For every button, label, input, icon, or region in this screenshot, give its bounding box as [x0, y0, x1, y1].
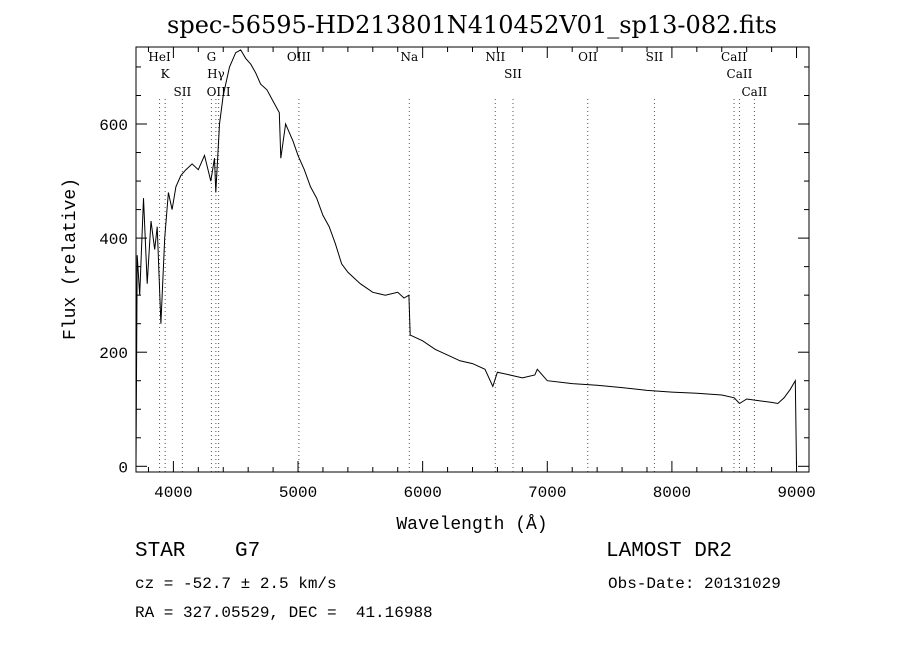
line-marker-label: Hγ: [207, 67, 225, 81]
x-tick-label: 8000: [653, 484, 691, 502]
line-marker-label: G: [207, 50, 217, 64]
y-tick-label: 400: [99, 231, 128, 249]
line-marker-label: OII: [578, 50, 598, 64]
line-marker-label: OIII: [287, 50, 311, 64]
line-marker-label: CaII: [741, 85, 767, 99]
x-tick-label: 6000: [403, 484, 441, 502]
obs-date: Obs-Date: 20131029: [608, 575, 781, 593]
chart-title: spec-56595-HD213801N410452V01_sp13-082.f…: [167, 11, 777, 39]
y-tick-label: 0: [118, 459, 128, 477]
flux-series-line: [135, 49, 797, 467]
line-marker-label: K: [161, 67, 171, 81]
x-axis: 4000 5000 6000 7000 8000 9000: [147, 47, 816, 502]
coordinates: RA = 327.05529, DEC = 41.16988: [135, 604, 433, 622]
x-axis-label: Wavelength (Å): [396, 514, 547, 535]
line-marker-label: NII: [485, 50, 505, 64]
line-marker-label: SII: [646, 50, 664, 64]
x-tick-label: 5000: [279, 484, 317, 502]
line-marker-label: OIII: [207, 85, 231, 99]
redshift-cz: cz = -52.7 ± 2.5 km/s: [135, 575, 337, 593]
object-subclass: G7: [235, 540, 261, 563]
line-marker-label: HeI: [148, 50, 171, 64]
y-tick-label: 200: [99, 345, 128, 363]
y-tick-label: 600: [99, 117, 128, 135]
x-tick-label: 4000: [154, 484, 192, 502]
survey-name: LAMOST DR2: [606, 540, 733, 563]
line-marker-label: SII: [504, 67, 522, 81]
object-class: STAR: [135, 540, 186, 563]
x-tick-label: 7000: [528, 484, 566, 502]
line-marker-label: SII: [174, 85, 192, 99]
y-axis-label: Flux (relative): [61, 178, 81, 340]
line-marker-label: CaII: [727, 67, 753, 81]
y-axis: 0 200 400 600: [99, 66, 809, 477]
plot-frame: [135, 46, 810, 473]
line-marker-label: Na: [400, 50, 418, 64]
x-tick-label: 9000: [777, 484, 815, 502]
line-marker-label: CaII: [721, 50, 747, 64]
